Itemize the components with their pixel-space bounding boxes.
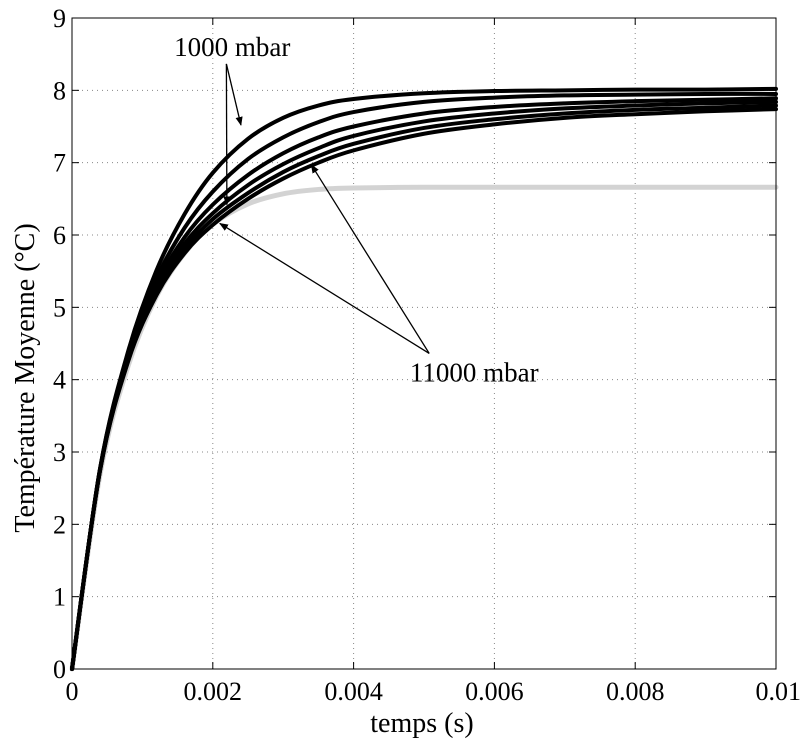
grid-lines bbox=[72, 18, 776, 669]
y-tick-label: 1 bbox=[53, 583, 66, 612]
annotation-label-1: 1000 mbar bbox=[174, 32, 290, 62]
x-tick-label: 0.006 bbox=[465, 677, 524, 706]
y-tick-label: 2 bbox=[53, 510, 66, 539]
series-line-6 bbox=[70, 107, 778, 671]
annotation-arrow bbox=[225, 63, 243, 126]
y-tick-label: 9 bbox=[53, 4, 66, 33]
x-tick-label: 0.008 bbox=[606, 677, 665, 706]
plot-frame bbox=[71, 17, 777, 670]
y-tick-label: 0 bbox=[53, 655, 66, 684]
x-tick-label: 0.004 bbox=[324, 677, 383, 706]
x-axis-label: temps (s) bbox=[370, 708, 473, 739]
y-tick-label: 3 bbox=[53, 438, 66, 467]
annotation-arrow bbox=[219, 222, 430, 354]
y-tick-label: 8 bbox=[53, 76, 66, 105]
x-tick-label: 0.002 bbox=[184, 677, 243, 706]
axis-ticks: 0 0.002 0.004 0.006 0.008 0.01 0 1 2 3 4 5 6 7 8 9 bbox=[53, 4, 801, 706]
annotations: 1000 mbar 11000 mbar bbox=[174, 32, 539, 387]
x-tick-label: 0.01 bbox=[756, 677, 802, 706]
y-tick-label: 4 bbox=[53, 366, 66, 395]
x-tick-label: 0 bbox=[66, 677, 79, 706]
y-tick-label: 7 bbox=[53, 149, 66, 178]
annotation-label-2: 11000 mbar bbox=[410, 357, 539, 387]
annotation-arrow bbox=[310, 164, 430, 354]
series-layer bbox=[69, 86, 779, 672]
y-tick-label: 6 bbox=[53, 221, 66, 250]
y-tick-label: 5 bbox=[53, 293, 66, 322]
y-axis-label: Température Moyenne (°C) bbox=[10, 223, 41, 532]
